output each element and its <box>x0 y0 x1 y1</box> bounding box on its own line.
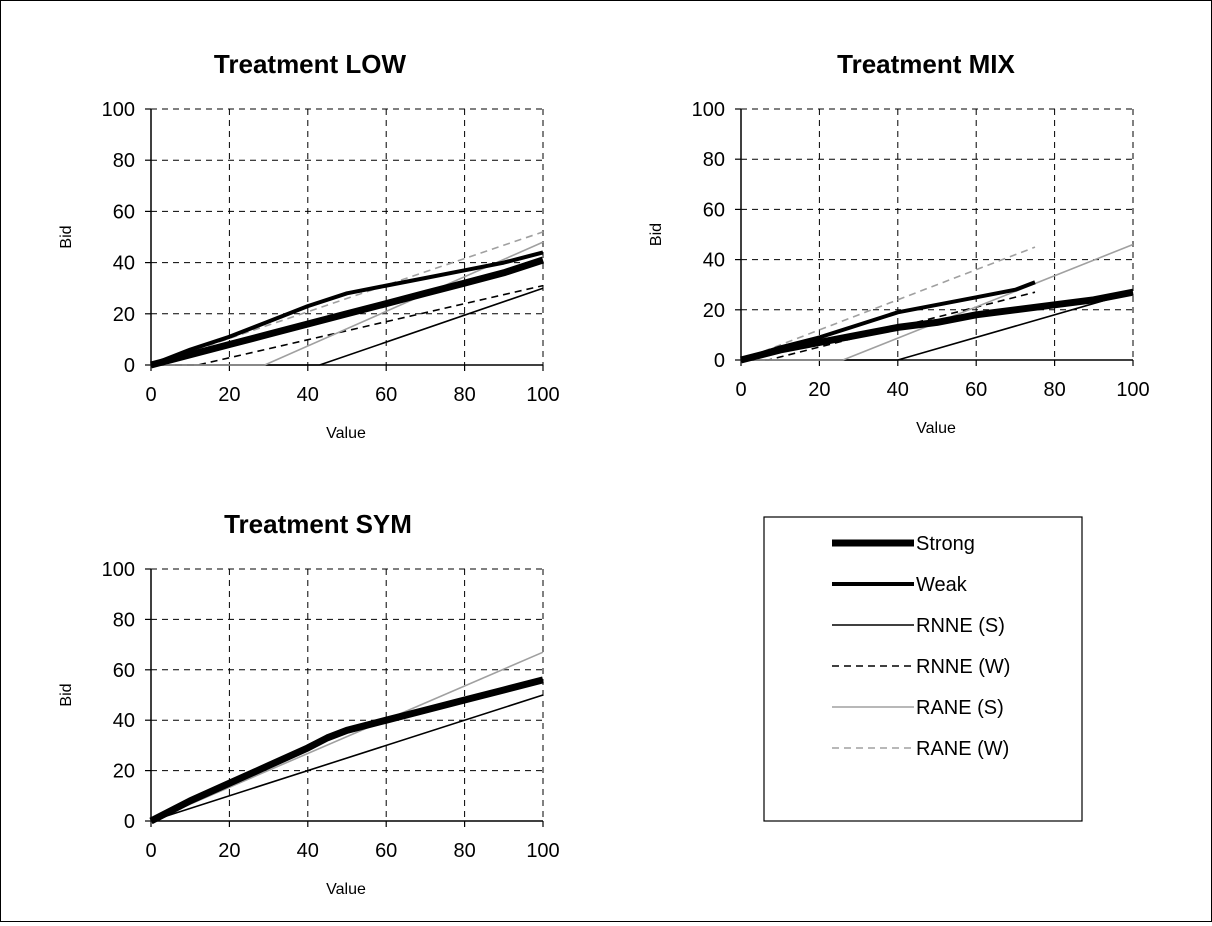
y-axis-label: Bid <box>648 223 665 246</box>
chart-title: Treatment SYM <box>224 509 412 539</box>
x-axis-label: Value <box>916 420 956 437</box>
x-tick-label: 100 <box>526 384 559 406</box>
y-tick-label: 20 <box>703 300 725 322</box>
x-tick-label: 60 <box>375 840 397 862</box>
x-tick-label: 20 <box>218 384 240 406</box>
x-tick-label: 0 <box>145 384 156 406</box>
y-tick-label: 20 <box>113 761 135 783</box>
series-line-strong <box>150 256 545 369</box>
legend-label-rane-s: RANE (S) <box>916 697 1004 719</box>
y-tick-label: 100 <box>692 99 725 121</box>
chart-panel-2: Treatment SYM 0 20 40 60 80 100 0 20 40 60 80 100 Val… <box>58 509 560 898</box>
x-tick-label: 0 <box>145 840 156 862</box>
y-tick-label: 60 <box>703 199 725 221</box>
series-line-rane-s <box>741 243 1134 361</box>
y-tick-label: 40 <box>113 710 135 732</box>
x-axis-label: Value <box>326 425 366 442</box>
x-tick-label: 80 <box>453 840 475 862</box>
x-tick-label: 40 <box>297 840 319 862</box>
y-tick-label: 0 <box>124 355 135 377</box>
x-tick-label: 60 <box>965 379 987 401</box>
y-tick-label: 80 <box>703 149 725 171</box>
y-tick-label: 40 <box>113 253 135 275</box>
chart-panel-0: Treatment LOW 0 20 40 60 80 100 0 20 40 60 80 100 Val… <box>58 49 560 442</box>
legend-label-rnne-w: RNNE (W) <box>916 656 1010 678</box>
x-tick-label: 100 <box>526 840 559 862</box>
legend-label-rane-w: RANE (W) <box>916 738 1009 760</box>
chart-title: Treatment MIX <box>837 49 1015 79</box>
legend-label-weak: Weak <box>916 574 968 596</box>
x-tick-label: 100 <box>1116 379 1149 401</box>
y-tick-label: 100 <box>102 99 135 121</box>
series-line-rane-w <box>740 246 1036 361</box>
x-tick-label: 60 <box>375 384 397 406</box>
chart-panel-1: Treatment MIX 0 20 40 60 80 100 0 20 40 60 80 100 Val… <box>648 49 1150 437</box>
y-tick-label: 0 <box>124 811 135 833</box>
y-tick-label: 100 <box>102 559 135 581</box>
x-tick-label: 80 <box>1043 379 1065 401</box>
y-tick-label: 20 <box>113 304 135 326</box>
legend-label-strong: Strong <box>916 533 975 555</box>
y-axis-label: Bid <box>58 683 75 706</box>
legend-box <box>763 516 1083 822</box>
series-line-rane-s <box>151 241 544 366</box>
x-tick-label: 0 <box>735 379 746 401</box>
x-tick-label: 40 <box>887 379 909 401</box>
legend-label-rnne-s: RNNE (S) <box>916 615 1005 637</box>
series-line-rane-w <box>150 231 544 366</box>
y-tick-label: 60 <box>113 660 135 682</box>
x-tick-label: 40 <box>297 384 319 406</box>
legend: Strong Weak RNNE (S) RNNE (W) RANE (S) RANE (… <box>763 516 1083 822</box>
x-tick-label: 20 <box>218 840 240 862</box>
series-line-strong <box>149 676 544 825</box>
y-tick-label: 0 <box>714 350 725 372</box>
y-tick-label: 60 <box>113 201 135 223</box>
x-tick-label: 20 <box>808 379 830 401</box>
y-tick-label: 80 <box>113 150 135 172</box>
y-axis-label: Bid <box>58 225 75 248</box>
y-tick-label: 40 <box>703 250 725 272</box>
series-line-strong <box>740 288 1134 364</box>
series-line-rnne-s <box>150 694 544 822</box>
x-tick-label: 80 <box>453 384 475 406</box>
series-line-weak <box>150 250 544 367</box>
x-axis-label: Value <box>326 881 366 898</box>
chart-title: Treatment LOW <box>214 49 407 79</box>
y-tick-label: 80 <box>113 609 135 631</box>
